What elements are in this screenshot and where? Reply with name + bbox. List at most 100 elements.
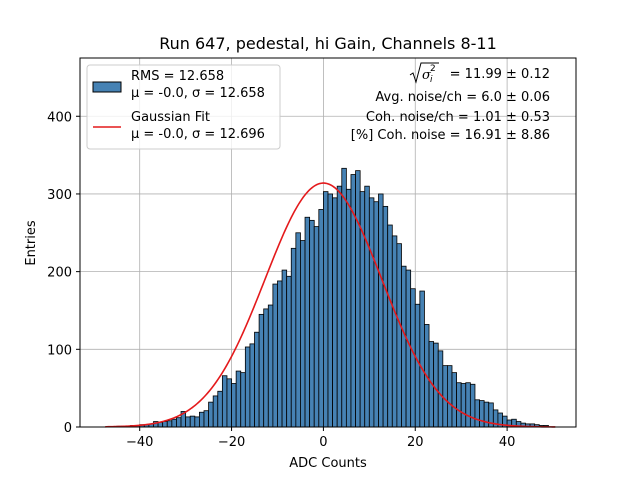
histogram-bar: [304, 216, 311, 428]
histogram-bar: [244, 346, 251, 428]
histogram-bar: [300, 240, 306, 428]
histogram-bar: [318, 209, 324, 428]
histogram-bar: [382, 205, 389, 428]
histogram-bar: [249, 343, 255, 428]
legend-box: [86, 64, 281, 150]
histogram-bar: [460, 383, 467, 428]
histogram-bar: [226, 378, 232, 428]
histogram-bar: [217, 390, 223, 428]
legend-fit-stats: μ = -0.0, σ = 12.696: [131, 127, 265, 142]
gaussian-fit-curve: [105, 182, 556, 428]
y-tick-label: 0: [64, 421, 72, 436]
x-axis-ticks: −40 −20 0 20 40: [126, 427, 515, 450]
sigma-subscript: i: [430, 75, 433, 85]
chart-title: Run 647, pedestal, hi Gain, Channels 8-1…: [159, 34, 497, 53]
histogram-bar: [267, 304, 274, 428]
histogram-bar: [171, 418, 177, 428]
histogram-bar: [451, 372, 457, 428]
histogram-bar: [162, 421, 168, 428]
x-tick-label: 20: [407, 435, 424, 450]
y-tick-label: 100: [47, 343, 72, 358]
histogram-bar: [208, 401, 214, 428]
legend-histogram-swatch: [92, 81, 122, 93]
histogram-bar: [414, 303, 421, 428]
histogram-bar: [313, 226, 320, 428]
histogram-bar: [387, 224, 393, 428]
histogram-bar: [469, 383, 476, 428]
x-tick-label: −40: [126, 435, 153, 450]
x-axis-label: ADC Counts: [289, 456, 367, 471]
histogram-bar: [166, 420, 173, 428]
histogram-bar: [194, 416, 200, 428]
histogram-bar: [327, 193, 333, 428]
histogram-bar: [272, 283, 278, 428]
y-tick-label: 400: [47, 110, 72, 125]
histogram-bar: [221, 375, 228, 428]
avg-noise-text: Avg. noise/ch = 6.0 ± 0.06: [375, 90, 550, 105]
histogram-bar: [419, 290, 425, 428]
histogram-bar: [364, 185, 370, 428]
histogram-bar: [309, 219, 315, 428]
histogram-bar: [396, 243, 402, 428]
coh-noise-text: Coh. noise/ch = 1.01 ± 0.53: [366, 110, 550, 125]
histogram-bar: [368, 197, 375, 428]
plot-frame: [79, 57, 577, 428]
legend-fit-label: Gaussian Fit: [131, 110, 210, 125]
histogram-bar: [240, 372, 246, 428]
histogram-bar: [373, 201, 379, 428]
histogram-bar: [295, 232, 301, 428]
histogram-bar: [474, 399, 480, 428]
pct-coh-noise-text: [%] Coh. noise = 16.91 ± 8.86: [351, 128, 550, 143]
histogram-bar: [355, 170, 361, 428]
histogram-bar: [176, 417, 182, 428]
histogram-bar: [433, 342, 439, 428]
sqrt-radical: [409, 62, 439, 84]
y-axis-ticks: 0 100 200 300 400: [47, 110, 80, 436]
histogram-bar: [199, 411, 205, 428]
histogram-bar: [456, 382, 462, 428]
histogram-bar: [378, 193, 384, 428]
x-tick-label: 40: [499, 435, 516, 450]
y-tick-label: 300: [47, 188, 72, 203]
histogram-bar: [203, 410, 209, 428]
histogram-bar: [263, 308, 269, 428]
legend-histogram-stats: μ = -0.0, σ = 12.658: [131, 86, 265, 101]
y-axis-label: Entries: [24, 220, 39, 266]
noise-annotations: σ 2 i = 11.99 ± 0.12 Avg. noise/ch = 6.0…: [351, 62, 550, 143]
histogram-bar: [479, 400, 485, 428]
histogram-bar: [235, 370, 242, 428]
sqrt-sigma-symbol: σ 2 i: [409, 62, 439, 85]
histogram-bar: [465, 382, 471, 428]
histogram-bar: [341, 167, 347, 428]
histogram-bar: [212, 395, 219, 428]
histogram-bar: [290, 247, 297, 428]
histogram-bar: [332, 197, 338, 428]
histogram-bar: [277, 280, 283, 428]
y-tick-label: 200: [47, 266, 72, 281]
histogram-bar: [391, 235, 398, 428]
sigma-symbol: σ: [422, 68, 432, 83]
sqrt-sigma-value: = 11.99 ± 0.12: [450, 67, 550, 82]
x-tick-label: 0: [319, 435, 327, 450]
histogram-bar: [410, 288, 416, 428]
histogram-bar: [185, 416, 191, 428]
legend-rms-label: RMS = 12.658: [131, 69, 224, 84]
histogram-bar: [189, 415, 196, 428]
histogram-bar: [323, 191, 329, 428]
histogram-bar: [281, 269, 288, 428]
histogram-bar: [258, 313, 265, 428]
histogram-bar: [286, 275, 292, 428]
histogram-bar: [254, 331, 260, 428]
histogram-bar: [401, 265, 407, 428]
histogram-bar: [437, 350, 444, 428]
x-tick-label: −20: [218, 435, 245, 450]
histogram-bar: [345, 188, 352, 428]
histogram-bar: [336, 185, 343, 428]
histogram-bar: [447, 365, 453, 428]
histogram-bar: [405, 269, 412, 428]
legend: RMS = 12.658 μ = -0.0, σ = 12.658 Gaussi…: [86, 64, 281, 150]
histogram-bar: [442, 365, 448, 428]
sigma-superscript: 2: [430, 64, 436, 74]
histogram-bar: [231, 383, 237, 428]
